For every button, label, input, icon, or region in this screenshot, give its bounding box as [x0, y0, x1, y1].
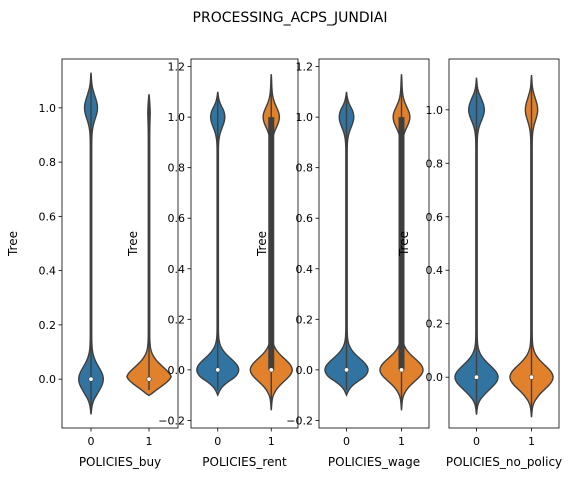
x-axis-label: POLICIES_rent [202, 455, 287, 469]
y-tick-label: 1.0 [426, 104, 444, 117]
y-tick-label: 0.2 [168, 313, 186, 326]
y-tick-label: 0.6 [168, 212, 186, 225]
y-tick-label: 1.0 [39, 102, 57, 115]
x-axis-label: POLICIES_no_policy [446, 455, 562, 469]
x-tick-label: 0 [214, 435, 221, 448]
violin-median-1 [268, 367, 274, 373]
x-tick-label: 0 [473, 435, 480, 448]
y-tick-label: −0.2 [158, 414, 185, 427]
y-tick-label: 0.8 [39, 156, 57, 169]
x-axis-label: POLICIES_wage [328, 455, 420, 469]
y-tick-label: 0.4 [296, 263, 314, 276]
subplot-3: −0.2 0.0 0.2 0.4 0.6 0.8 1.0 1.2 0 1 POLICIES_wage… [255, 58, 430, 469]
violin-median-0 [215, 367, 221, 373]
x-tick-label: 1 [528, 435, 535, 448]
violin-median-1 [398, 367, 404, 373]
y-tick-label: 0.4 [426, 264, 444, 277]
y-tick-label: 0.2 [39, 319, 57, 332]
violin-median-1 [528, 374, 534, 380]
y-tick-label: 1.2 [168, 61, 186, 74]
y-tick-label: 0.8 [168, 162, 186, 175]
y-tick-label: 0.4 [39, 265, 57, 278]
x-tick-label: 1 [268, 435, 275, 448]
y-tick-label: 0.2 [296, 313, 314, 326]
y-tick-label: 1.2 [296, 61, 314, 74]
y-tick-label: 0.6 [296, 212, 314, 225]
y-tick-label: 0.6 [426, 211, 444, 224]
violin-median-0 [88, 376, 94, 382]
y-axis-label: Tree [397, 231, 411, 257]
subplot-4: 0.0 0.2 0.4 0.6 0.8 1.0 0 1 POLICIES_no_policy Tr… [397, 58, 562, 469]
y-tick-label: 0.2 [426, 318, 444, 331]
axes-frame [448, 58, 560, 429]
y-tick-label: 0.0 [39, 373, 57, 386]
x-tick-label: 1 [146, 435, 153, 448]
x-tick-label: 1 [398, 435, 405, 448]
subplots: 0.00.20.40.60.81.00 1POLICIES_buyTree−0.2… [6, 58, 562, 469]
x-axis-label: POLICIES_buy [79, 455, 161, 469]
violin-median-0 [343, 367, 349, 373]
y-tick-label: 0.0 [168, 364, 186, 377]
y-tick-label: 0.6 [39, 210, 57, 223]
violin-median-1 [146, 376, 152, 382]
violin-median-0 [473, 374, 479, 380]
y-axis-label: Tree [6, 231, 20, 257]
y-tick-label: 0.4 [168, 263, 186, 276]
y-tick-label: 0.0 [296, 364, 314, 377]
axes-frame [61, 58, 179, 429]
figure-suptitle: PROCESSING_ACPS_JUNDIAI [193, 10, 388, 26]
x-tick-label: 0 [88, 435, 95, 448]
subplot-2: −0.2 0.0 0.2 0.4 0.6 0.8 1.0 1.2 0 1 POLICIES_rent… [126, 58, 299, 469]
y-tick-label: 0.0 [426, 371, 444, 384]
violin-iqr-box-1 [398, 117, 405, 370]
violin-iqr-box-1 [268, 117, 275, 370]
y-tick-label: 0.8 [426, 157, 444, 170]
axes-frame [190, 58, 299, 429]
subplot-1: 0.0 0.2 0.4 0.6 0.8 1.0 0 1 POLICIES_buy Tree [6, 58, 179, 469]
y-tick-label: 1.0 [168, 111, 186, 124]
y-tick-label: 0.8 [296, 162, 314, 175]
y-axis-label: Tree [126, 231, 140, 257]
x-tick-label: 0 [343, 435, 350, 448]
y-tick-label: 1.0 [296, 111, 314, 124]
axes-frame [318, 58, 430, 429]
y-axis-label: Tree [255, 231, 269, 257]
y-tick-label: −0.2 [286, 414, 313, 427]
